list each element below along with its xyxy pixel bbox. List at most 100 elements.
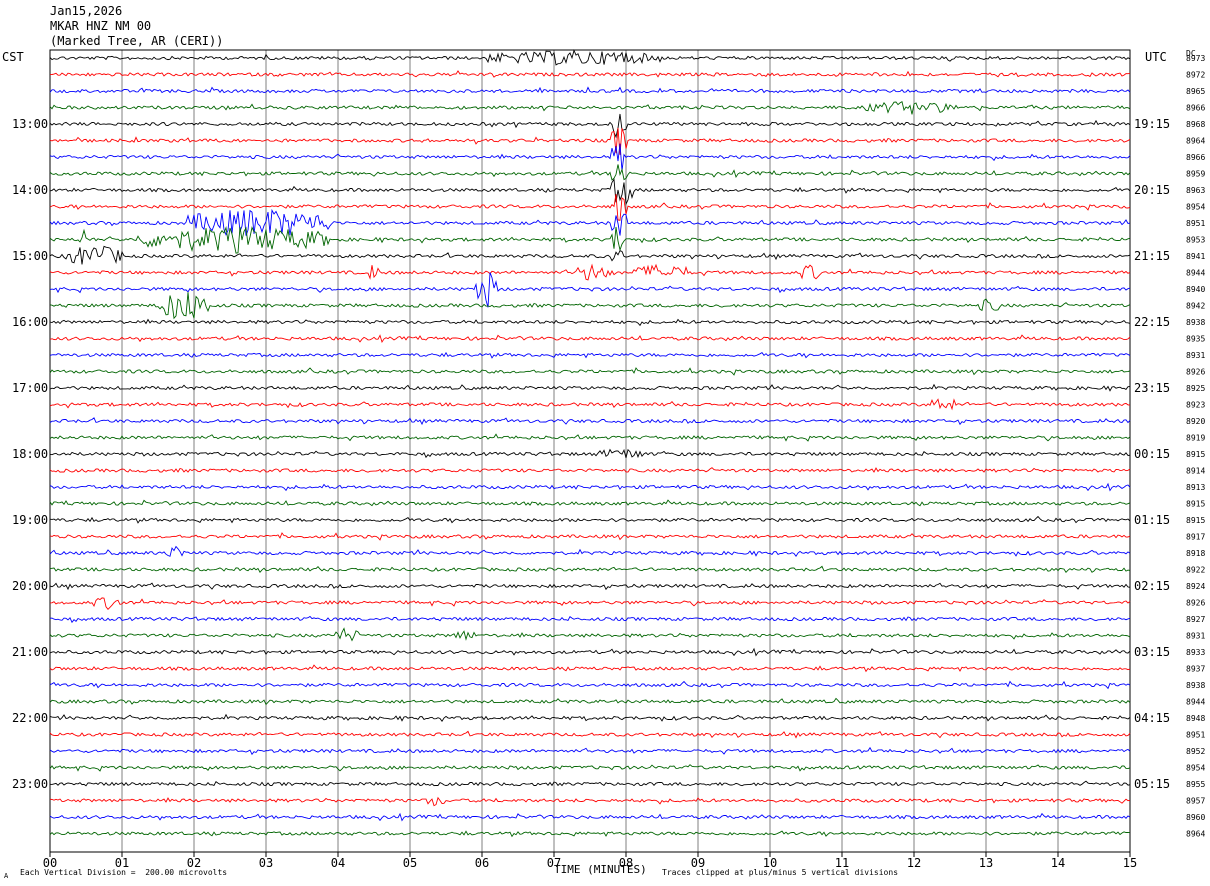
- trace-line: [49, 208, 1131, 236]
- left-hour-label: 17:00: [12, 381, 48, 395]
- trace-line: [49, 565, 1131, 574]
- trace-line: [49, 812, 1131, 822]
- trace-line: [49, 398, 1131, 411]
- trace-line: [49, 730, 1131, 739]
- dc-offset-label: 8972: [1186, 71, 1205, 80]
- x-tick-label: 04: [331, 856, 345, 870]
- trace-line: [49, 292, 1131, 320]
- trace-line: [49, 49, 1131, 66]
- trace-line: [49, 647, 1131, 657]
- dc-offset-label: 8920: [1186, 417, 1205, 426]
- left-timezone: CST: [2, 50, 24, 64]
- trace-line: [49, 499, 1131, 507]
- left-hour-label: 14:00: [12, 183, 48, 197]
- dc-offset-label: 8959: [1186, 170, 1205, 179]
- right-hour-label: 01:15: [1134, 513, 1170, 527]
- right-hour-label: 05:15: [1134, 777, 1170, 791]
- dc-offset-label: 8965: [1186, 87, 1205, 96]
- x-tick-label: 00: [43, 856, 57, 870]
- dc-offset-label: 8951: [1186, 731, 1205, 740]
- x-tick-label: 14: [1051, 856, 1065, 870]
- trace-line: [49, 86, 1131, 94]
- x-tick-label: 15: [1123, 856, 1137, 870]
- x-tick-label: 06: [475, 856, 489, 870]
- trace-line: [49, 796, 1131, 807]
- header-date: Jan15,2026: [50, 4, 123, 18]
- dc-offset-label: 8954: [1186, 203, 1205, 212]
- trace-line: [49, 367, 1131, 376]
- dc-offset-label: 8931: [1186, 632, 1205, 641]
- corner-mark: A: [4, 872, 9, 880]
- left-hour-label: 23:00: [12, 777, 48, 791]
- dc-offset-label: 8968: [1186, 120, 1205, 129]
- trace-line: [49, 113, 1131, 139]
- trace-line: [49, 697, 1131, 706]
- trace-line: [49, 746, 1131, 756]
- trace-line: [49, 764, 1131, 772]
- dc-offset-label: 8925: [1186, 384, 1205, 393]
- dc-offset-label: 8915: [1186, 450, 1205, 459]
- right-hour-label: 00:15: [1134, 447, 1170, 461]
- dc-offset-label: 8966: [1186, 153, 1205, 162]
- x-tick-label: 10: [763, 856, 777, 870]
- axis-labels: 00 01 02 03 04 05 06 07 08 09 10 11 12 13 14 15 8973 8972…: [12, 54, 1205, 870]
- trace-line: [49, 164, 1131, 181]
- dc-offset-label: 8964: [1186, 137, 1205, 146]
- dc-offset-label: 8938: [1186, 318, 1205, 327]
- trace-line: [49, 383, 1131, 392]
- dc-offset-label: 8938: [1186, 681, 1205, 690]
- header-station: MKAR HNZ NM 00: [50, 19, 152, 33]
- trace-line: [49, 545, 1131, 557]
- dc-offset-label: 8951: [1186, 219, 1205, 228]
- trace-line: [49, 467, 1131, 473]
- header-location: (Marked Tree, AR (CERI)): [50, 34, 224, 48]
- trace-line: [49, 830, 1131, 838]
- dc-offset-label: 8954: [1186, 764, 1205, 773]
- dc-offset-label: 8919: [1186, 434, 1205, 443]
- right-timezone: UTC: [1145, 50, 1167, 64]
- left-hour-label: 15:00: [12, 249, 48, 263]
- dc-offset-label: 8924: [1186, 582, 1205, 591]
- dc-offset-label: 8926: [1186, 368, 1205, 377]
- dc-offset-label: 8963: [1186, 186, 1205, 195]
- dc-label: DC: [1186, 49, 1196, 58]
- right-hour-label: 19:15: [1134, 117, 1170, 131]
- trace-line: [49, 433, 1131, 442]
- traces: [49, 49, 1131, 838]
- dc-offset-label: 8973: [1186, 54, 1205, 63]
- plot-frame: [49, 49, 1131, 853]
- x-tick-label: 02: [187, 856, 201, 870]
- trace-line: [49, 515, 1131, 524]
- dc-offset-label: 8953: [1186, 236, 1205, 245]
- right-hour-label: 20:15: [1134, 183, 1170, 197]
- right-hour-label: 03:15: [1134, 645, 1170, 659]
- x-tick-label: 07: [547, 856, 561, 870]
- x-tick-label: 08: [619, 856, 633, 870]
- dc-offset-label: 8942: [1186, 302, 1205, 311]
- x-tick-label: 13: [979, 856, 993, 870]
- trace-line: [49, 245, 1131, 265]
- trace-line: [49, 582, 1131, 591]
- dc-offset-label: 8922: [1186, 566, 1205, 575]
- clip-note: Traces clipped at plus/minus 5 vertical …: [662, 868, 899, 877]
- x-tick-label: 03: [259, 856, 273, 870]
- dc-offset-label: 8948: [1186, 714, 1205, 723]
- grid: [49, 49, 1131, 857]
- trace-line: [49, 597, 1131, 610]
- left-hour-label: 20:00: [12, 579, 48, 593]
- dc-offset-label: 8935: [1186, 335, 1205, 344]
- dc-offset-label: 8923: [1186, 401, 1205, 410]
- trace-line: [49, 351, 1131, 359]
- x-tick-label: 11: [835, 856, 849, 870]
- dc-offset-label: 8917: [1186, 533, 1205, 542]
- trace-line: [49, 417, 1131, 426]
- x-tick-label: 01: [115, 856, 129, 870]
- left-hour-label: 18:00: [12, 447, 48, 461]
- trace-line: [49, 680, 1131, 690]
- trace-line: [49, 482, 1131, 492]
- trace-line: [49, 225, 1131, 254]
- dc-offset-label: 8952: [1186, 747, 1205, 756]
- x-tick-label: 05: [403, 856, 417, 870]
- trace-line: [49, 532, 1131, 541]
- dc-offset-label: 8915: [1186, 500, 1205, 509]
